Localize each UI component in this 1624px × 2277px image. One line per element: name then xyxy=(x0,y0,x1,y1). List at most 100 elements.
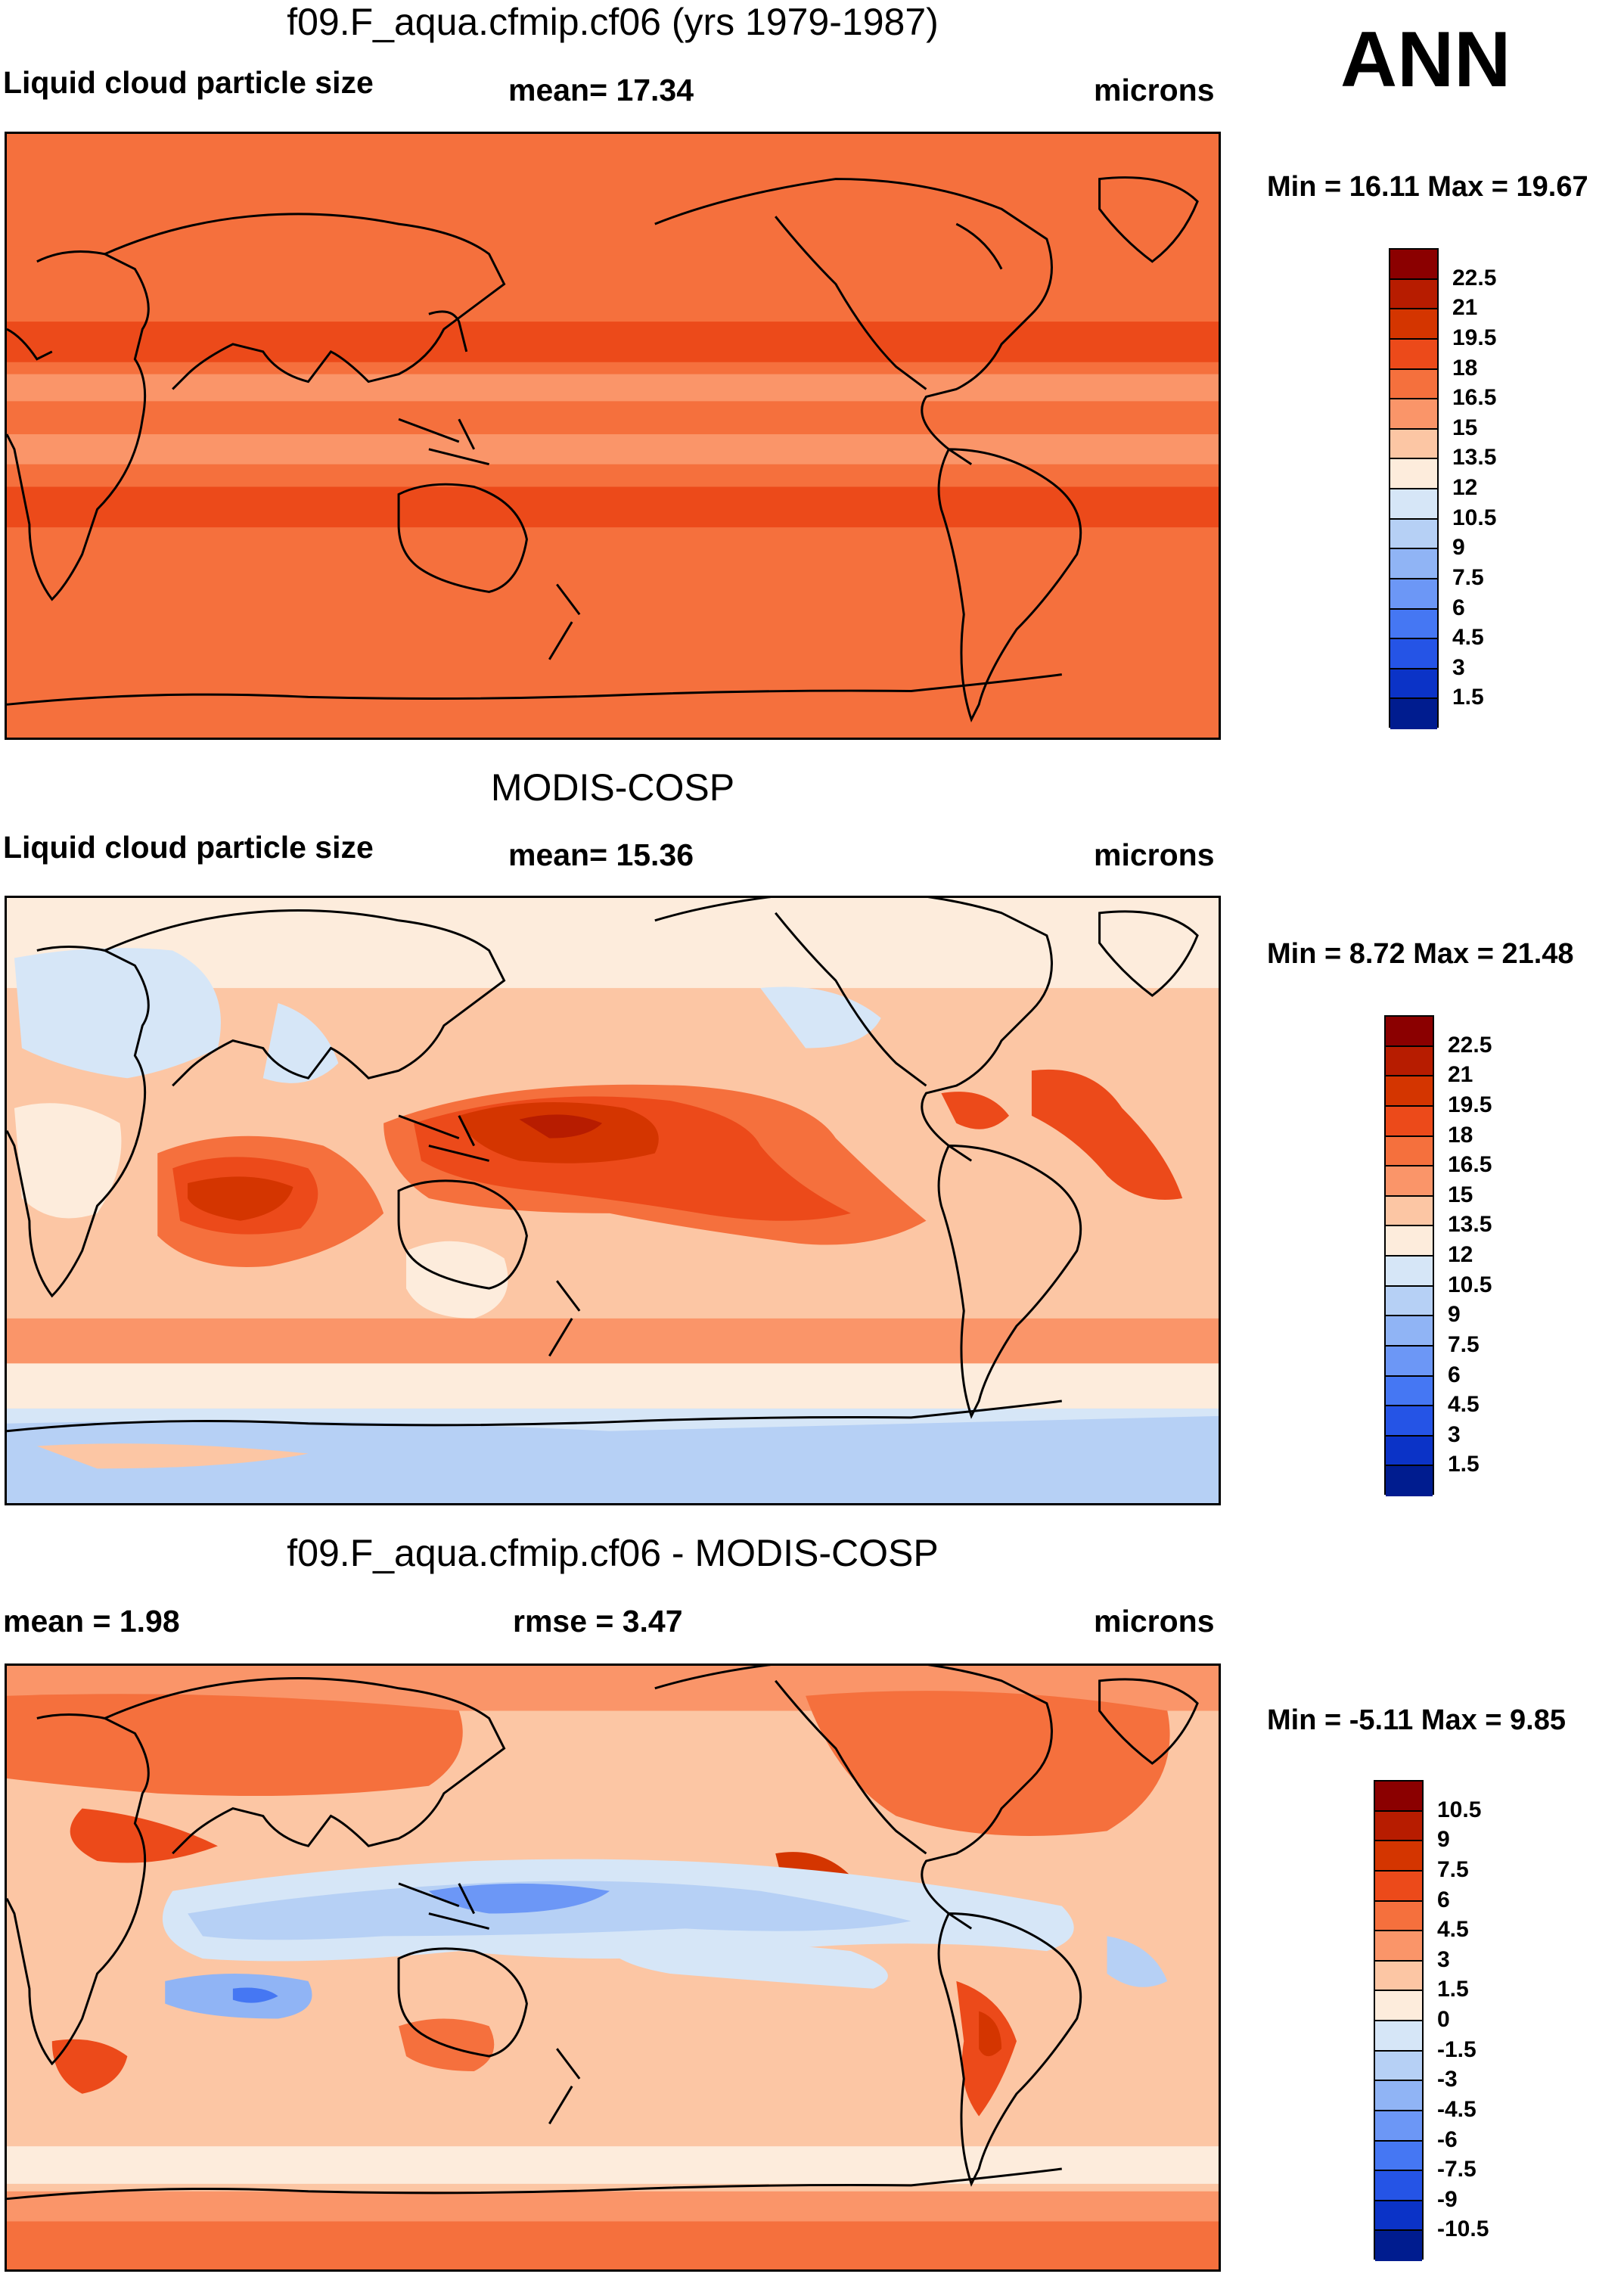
colorbar-swatch xyxy=(1375,1782,1422,1812)
colorbar-label: 7.5 xyxy=(1448,1331,1480,1357)
colorbar-label: 18 xyxy=(1452,355,1478,381)
colorbar-label: 0 xyxy=(1437,2007,1450,2032)
colorbar-swatch xyxy=(1390,699,1437,729)
colorbar-swatch xyxy=(1390,669,1437,700)
colorbar-label: 9 xyxy=(1452,535,1465,561)
panel-2-min-max: Min = 8.72 Max = 21.48 xyxy=(1267,938,1574,970)
colorbar-swatch xyxy=(1390,339,1437,370)
colorbar-swatch xyxy=(1390,579,1437,610)
colorbar-label: 1.5 xyxy=(1437,1977,1469,2002)
colorbar-swatch xyxy=(1390,369,1437,400)
colorbar-label: -9 xyxy=(1437,2186,1458,2212)
colorbar-label: 22.5 xyxy=(1452,265,1497,290)
panel-2-colorbar xyxy=(1384,1015,1434,1496)
colorbar-label: 13.5 xyxy=(1448,1212,1492,1238)
colorbar-swatch xyxy=(1386,1136,1433,1167)
colorbar-label: 10.5 xyxy=(1452,505,1497,530)
colorbar-label: 1.5 xyxy=(1448,1452,1480,1477)
colorbar-swatch xyxy=(1390,279,1437,310)
colorbar-swatch xyxy=(1375,2021,1422,2052)
colorbar-label: 15 xyxy=(1448,1182,1473,1207)
panel-2-mean-label: mean= 15.36 xyxy=(508,837,694,872)
colorbar-label: 4.5 xyxy=(1437,1917,1469,1943)
colorbar-swatch xyxy=(1390,429,1437,460)
colorbar-swatch xyxy=(1386,1226,1433,1257)
colorbar-swatch xyxy=(1386,1076,1433,1107)
colorbar-swatch xyxy=(1375,2171,1422,2201)
panel-1-variable-label: Liquid cloud particle size xyxy=(3,65,374,100)
colorbar-label: 7.5 xyxy=(1452,564,1484,590)
colorbar-swatch xyxy=(1375,1901,1422,1932)
colorbar-label: -10.5 xyxy=(1437,2216,1489,2242)
colorbar-label: 9 xyxy=(1448,1302,1461,1328)
colorbar-label: 10.5 xyxy=(1437,1797,1482,1822)
colorbar-swatch xyxy=(1375,2051,1422,2082)
colorbar-swatch xyxy=(1386,1286,1433,1317)
colorbar-swatch xyxy=(1390,609,1437,640)
panel-1-colorbar xyxy=(1389,248,1439,729)
colorbar-label: 9 xyxy=(1437,1827,1450,1853)
colorbar-label: 19.5 xyxy=(1448,1092,1492,1117)
colorbar-label: 6 xyxy=(1448,1362,1461,1387)
colorbar-label: -4.5 xyxy=(1437,2096,1477,2122)
colorbar-label: 6 xyxy=(1437,1887,1450,1912)
colorbar-label: 7.5 xyxy=(1437,1856,1469,1882)
colorbar-label: 12 xyxy=(1448,1242,1473,1267)
colorbar-swatch xyxy=(1375,1871,1422,1902)
colorbar-swatch xyxy=(1386,1106,1433,1137)
colorbar-swatch xyxy=(1386,1257,1433,1287)
colorbar-swatch xyxy=(1390,519,1437,550)
colorbar-swatch xyxy=(1386,1017,1433,1047)
panel-3-colorbar xyxy=(1374,1780,1424,2261)
colorbar-label: 3 xyxy=(1452,654,1465,680)
colorbar-label: 18 xyxy=(1448,1122,1473,1148)
colorbar-swatch xyxy=(1386,1196,1433,1227)
colorbar-swatch xyxy=(1386,1166,1433,1197)
panel-3-map xyxy=(5,1663,1221,2272)
colorbar-swatch xyxy=(1375,1961,1422,1992)
colorbar-label: -7.5 xyxy=(1437,2157,1477,2182)
colorbar-swatch xyxy=(1375,2201,1422,2232)
panel-3-min-max: Min = -5.11 Max = 9.85 xyxy=(1267,1704,1566,1736)
colorbar-label: -1.5 xyxy=(1437,2036,1477,2062)
colorbar-label: 10.5 xyxy=(1448,1272,1492,1297)
colorbar-label: 6 xyxy=(1452,595,1465,620)
colorbar-swatch xyxy=(1390,399,1437,430)
colorbar-label: 15 xyxy=(1452,415,1478,440)
colorbar-label: 4.5 xyxy=(1448,1392,1480,1418)
colorbar-swatch xyxy=(1386,1376,1433,1407)
panel-3-units-label: microns xyxy=(1094,1604,1215,1639)
colorbar-label: 4.5 xyxy=(1452,625,1484,651)
colorbar-label: -3 xyxy=(1437,2067,1458,2092)
panel-1-mean-label: mean= 17.34 xyxy=(508,73,694,107)
colorbar-label: 3 xyxy=(1448,1421,1461,1447)
colorbar-swatch xyxy=(1390,639,1437,669)
colorbar-swatch xyxy=(1386,1316,1433,1347)
colorbar-label: 19.5 xyxy=(1452,325,1497,350)
colorbar-label: 13.5 xyxy=(1452,445,1497,471)
season-label: ANN xyxy=(1340,16,1511,104)
colorbar-label: 1.5 xyxy=(1452,685,1484,710)
colorbar-label: 21 xyxy=(1448,1062,1473,1088)
panel-1-units-label: microns xyxy=(1094,73,1215,107)
colorbar-swatch xyxy=(1386,1406,1433,1437)
colorbar-swatch xyxy=(1390,549,1437,579)
colorbar-swatch xyxy=(1390,250,1437,280)
colorbar-swatch xyxy=(1390,309,1437,340)
panel-2-title: MODIS-COSP xyxy=(490,766,735,809)
colorbar-label: 12 xyxy=(1452,475,1478,500)
colorbar-label: 3 xyxy=(1437,1946,1450,1972)
colorbar-label: 21 xyxy=(1452,295,1478,321)
colorbar-label: 16.5 xyxy=(1448,1152,1492,1178)
panel-1-map xyxy=(5,132,1221,740)
colorbar-swatch xyxy=(1375,1931,1422,1962)
colorbar-swatch xyxy=(1375,1841,1422,1872)
colorbar-swatch xyxy=(1390,489,1437,520)
colorbar-label: 16.5 xyxy=(1452,385,1497,411)
colorbar-swatch xyxy=(1375,2231,1422,2261)
colorbar-swatch xyxy=(1375,2081,1422,2111)
colorbar-swatch xyxy=(1375,1991,1422,2021)
colorbar-swatch xyxy=(1375,2141,1422,2172)
colorbar-swatch xyxy=(1386,1466,1433,1496)
colorbar-swatch xyxy=(1386,1436,1433,1467)
